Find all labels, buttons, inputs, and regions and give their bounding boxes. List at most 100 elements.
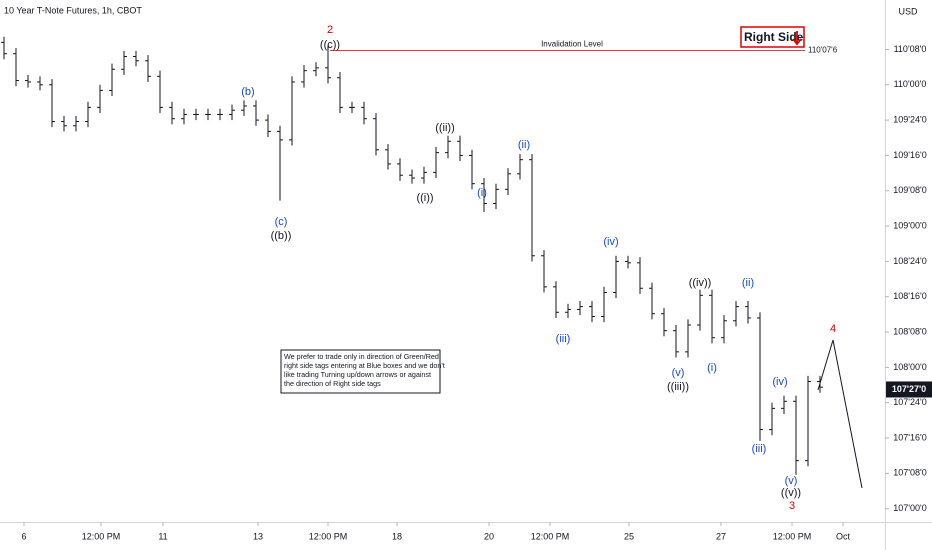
- ohlc-bar: [156, 70, 163, 114]
- right-side-tag: Right Side: [744, 30, 804, 44]
- ohlc-bar: [684, 319, 691, 358]
- x-tick-label: 12:00 PM: [82, 531, 121, 541]
- ohlc-bar: [768, 402, 775, 436]
- x-tick-label: 27: [716, 531, 726, 541]
- ohlc-bar: [300, 65, 307, 88]
- wave-label: (ii): [742, 277, 754, 289]
- note-line: We prefer to trade only in direction of …: [284, 352, 439, 361]
- y-tick-label: 107'16'0: [893, 432, 926, 442]
- ohlc-bar: [132, 50, 139, 67]
- ohlc-bar: [528, 154, 535, 262]
- wave-label: (i): [707, 362, 717, 374]
- y-tick-label: 108'08'0: [893, 326, 926, 336]
- ohlc-bar: [444, 135, 451, 159]
- ohlc-bar: [756, 312, 763, 441]
- ohlc-bar: [696, 289, 703, 331]
- x-tick-label: 6: [22, 531, 27, 541]
- wave-label: (iii): [556, 333, 571, 345]
- ohlc-bar: [48, 79, 55, 128]
- ohlc-bar: [24, 74, 31, 88]
- ohlc-bar: [228, 104, 235, 121]
- ohlc-bar: [420, 166, 427, 184]
- ohlc-bar: [672, 325, 679, 358]
- x-tick-label: 25: [624, 531, 634, 541]
- x-tick-label: 12:00 PM: [531, 531, 570, 541]
- ohlc-bar: [636, 257, 643, 294]
- ohlc-bar: [36, 76, 43, 91]
- y-tick-label: 108'24'0: [893, 256, 926, 266]
- ohlc-bar: [504, 168, 511, 195]
- projection-path: [817, 339, 863, 489]
- note-line: the direction of Right side tags: [284, 379, 381, 388]
- x-tick-label: 18: [392, 531, 402, 541]
- ohlc-bar: [0, 36, 7, 60]
- ohlc-bar: [792, 395, 799, 475]
- y-tick-label: 108'16'0: [893, 291, 926, 301]
- x-tick-label: 12:00 PM: [773, 531, 812, 541]
- ohlc-bar: [180, 108, 187, 125]
- ohlc-bar: [288, 76, 295, 146]
- ohlc-bar: [84, 101, 91, 128]
- currency: USD: [898, 6, 918, 16]
- wave-label: ((v)): [781, 487, 801, 499]
- ohlc-bar: [480, 178, 487, 212]
- wave-label: ((ii)): [435, 122, 455, 134]
- ohlc-bar: [360, 101, 367, 125]
- ohlc-bar: [384, 144, 391, 170]
- wave-label: (v): [672, 367, 685, 379]
- ohlc-bar: [456, 135, 463, 162]
- y-tick-label: 109'08'0: [893, 185, 926, 195]
- wave-label: 3: [789, 500, 795, 512]
- ohlc-bar: [432, 146, 439, 179]
- wave-label: (b): [241, 86, 254, 98]
- wave-label: (iv): [603, 236, 618, 248]
- x-tick-label: 11: [158, 531, 167, 541]
- current-price-label: 107'27'0: [892, 384, 926, 394]
- ohlc-bar: [408, 169, 415, 184]
- x-tick-label: 13: [253, 531, 263, 541]
- ohlc-bar: [240, 100, 247, 116]
- ohlc-bar: [576, 300, 583, 316]
- ohlc-bar: [252, 100, 259, 126]
- current-price-box: [886, 381, 932, 398]
- ohlc-bar: [648, 282, 655, 320]
- ohlc-bar: [564, 303, 571, 318]
- y-tick-label: 108'00'0: [893, 362, 926, 372]
- ohlc-bar: [336, 72, 343, 114]
- wave-label: ((b)): [271, 230, 292, 242]
- ohlc-bar: [168, 101, 175, 125]
- ohlc-bar: [780, 395, 787, 415]
- ohlc-bar: [732, 300, 739, 327]
- wave-label: (c): [275, 216, 288, 228]
- note-box: [280, 349, 441, 394]
- wave-label: (v): [785, 475, 798, 487]
- wave-label: ((iv)): [689, 277, 712, 289]
- ohlc-bar: [120, 50, 127, 75]
- wave-label: 2: [327, 24, 333, 36]
- ohlc-bar: [12, 48, 19, 87]
- ohlc-bar: [60, 115, 67, 132]
- ohlc-bar: [276, 125, 283, 201]
- ohlc-bar: [552, 281, 559, 318]
- ohlc-bar: [312, 62, 319, 77]
- wave-label: 4: [830, 323, 836, 335]
- y-tick-label: 109'00'0: [893, 220, 926, 230]
- ohlc-bar: [204, 108, 211, 121]
- wave-label: ((i)): [416, 192, 433, 204]
- ohlc-bar: [816, 375, 823, 393]
- ohlc-bar: [660, 308, 667, 337]
- y-tick-label: 107'08'0: [893, 468, 926, 478]
- note-line: like trading Turning up/down arrows or a…: [284, 370, 431, 379]
- ohlc-bar: [492, 183, 499, 210]
- ohlc-bar: [216, 108, 223, 121]
- wave-label: ((c)): [320, 39, 340, 51]
- ohlc-bar: [144, 55, 151, 82]
- x-tick-label: Oct: [836, 531, 851, 541]
- ohlc-bar: [624, 255, 631, 269]
- ohlc-bar: [192, 108, 199, 121]
- ohlc-bar: [540, 250, 547, 293]
- ohlc-bar: [264, 114, 271, 138]
- right-side-tag-box: [740, 26, 805, 48]
- ohlc-bar: [588, 300, 595, 323]
